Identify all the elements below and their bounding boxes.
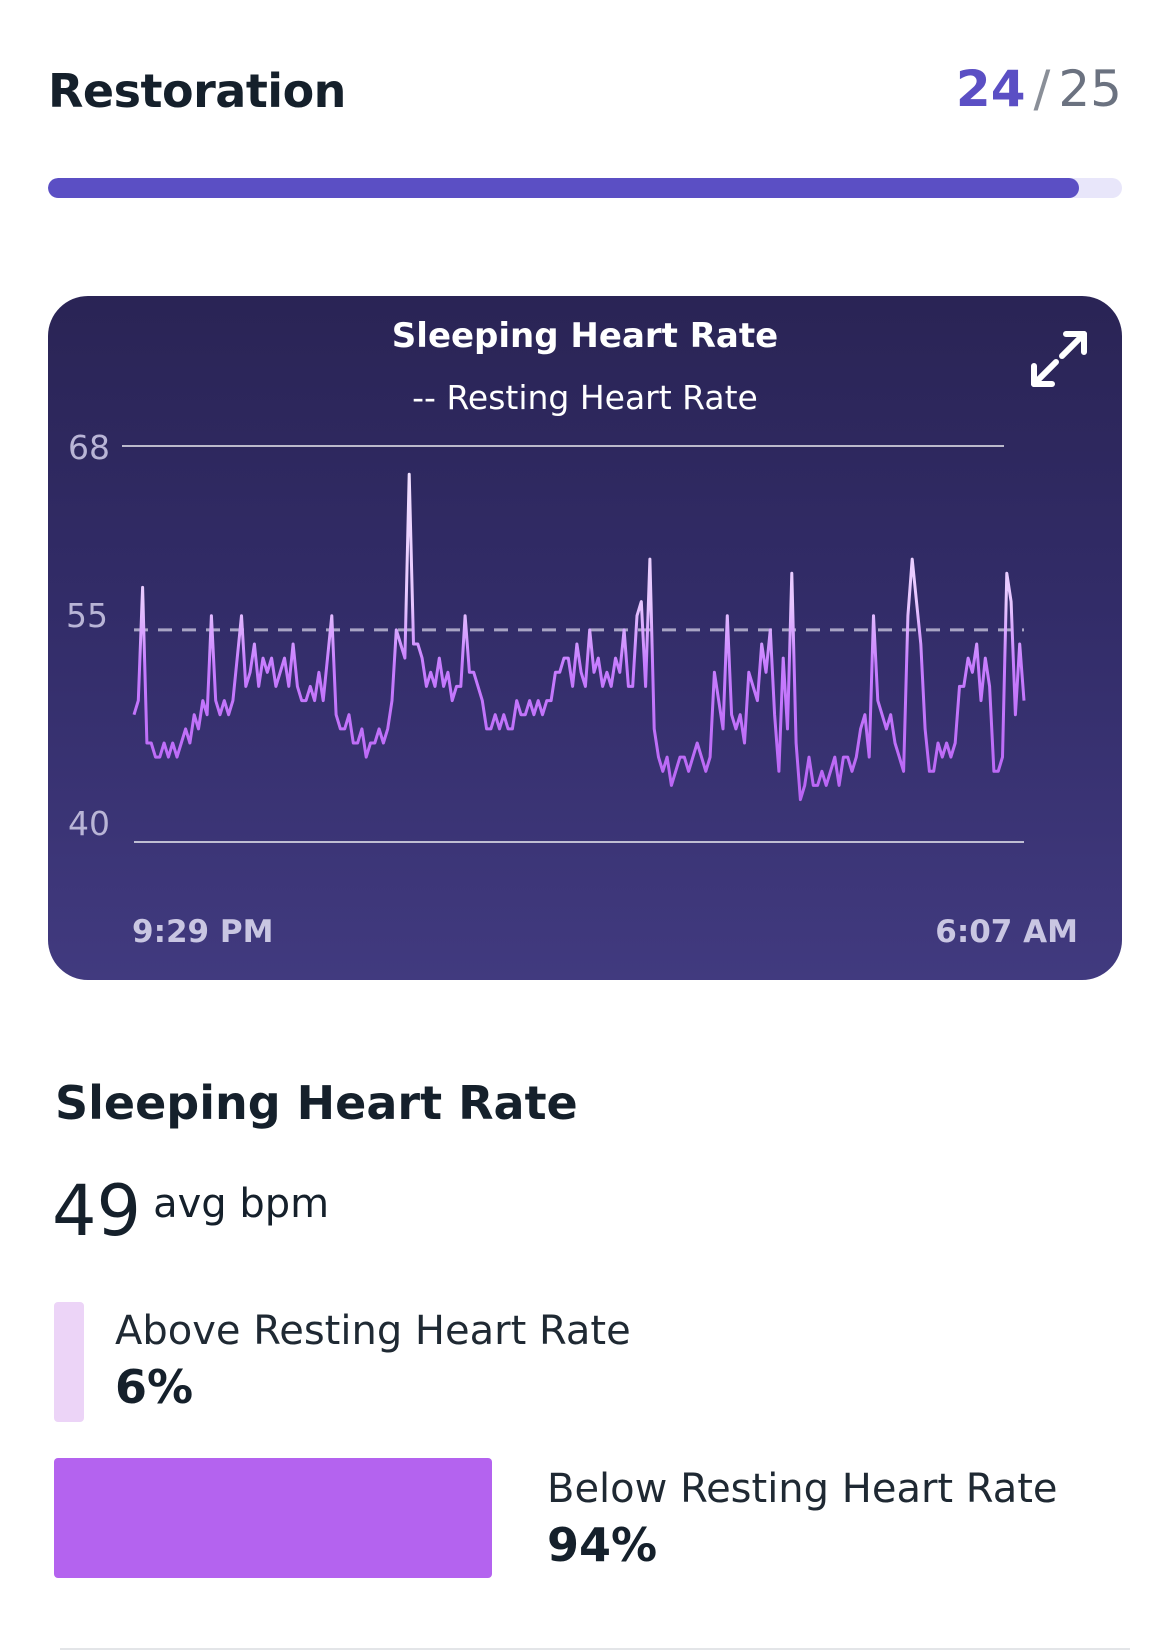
below-resting-value: 94% xyxy=(547,1518,658,1572)
restoration-progress-bar xyxy=(48,178,1122,198)
restoration-header: Restoration 24/25 xyxy=(48,60,1122,130)
x-tick-label: 9:29 PM xyxy=(132,914,274,950)
above-resting-label: Above Resting Heart Rate xyxy=(115,1308,631,1354)
chart-legend: -- Resting Heart Rate xyxy=(412,378,758,417)
average-heart-rate: 49 avg bpm xyxy=(52,1170,329,1252)
y-tick-label: 68 xyxy=(68,428,110,467)
heart-rate-series-line xyxy=(132,472,1026,802)
avg-value: 49 xyxy=(52,1170,142,1252)
above-resting-value: 6% xyxy=(115,1360,194,1414)
above-resting-swatch xyxy=(54,1302,84,1422)
summary-title: Sleeping Heart Rate xyxy=(55,1076,578,1130)
below-resting-bar xyxy=(54,1458,492,1578)
divider xyxy=(60,1648,1130,1650)
chart-title: Sleeping Heart Rate xyxy=(391,316,779,356)
expand-arrows-icon[interactable] xyxy=(1026,326,1092,392)
x-tick-label: 6:07 AM xyxy=(935,914,1078,950)
score-current: 24 xyxy=(955,60,1026,118)
section-title: Restoration xyxy=(48,64,346,118)
y-tick-label: 40 xyxy=(68,804,110,843)
heart-rate-chart xyxy=(122,445,1026,843)
restoration-score: 24/25 xyxy=(956,60,1122,118)
y-tick-label: 55 xyxy=(66,596,108,635)
below-resting-label: Below Resting Heart Rate xyxy=(547,1466,1058,1512)
avg-unit: avg bpm xyxy=(153,1181,330,1227)
sleeping-heart-rate-card[interactable]: Sleeping Heart Rate -- Resting Heart Rat… xyxy=(48,296,1122,980)
score-separator: / xyxy=(1033,60,1051,118)
restoration-progress-fill xyxy=(48,178,1080,198)
score-max: 25 xyxy=(1058,60,1122,118)
